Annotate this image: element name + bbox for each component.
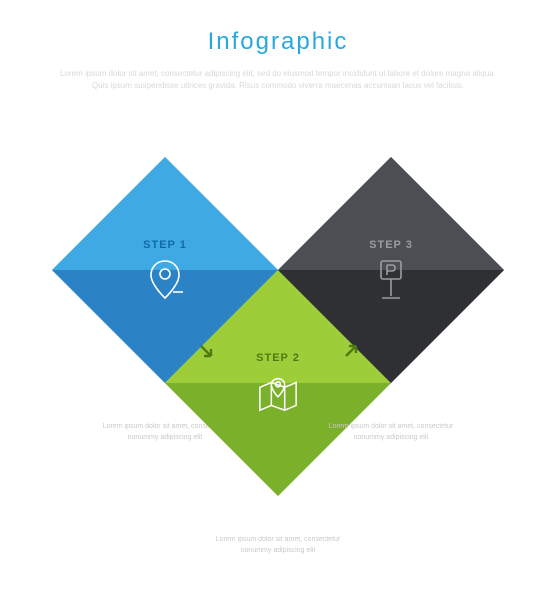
diamond-step-3: STEP 3 (278, 157, 504, 383)
step-3-label: STEP 3 (369, 239, 413, 251)
arrow-down-right-icon (195, 340, 217, 362)
step-1-label: STEP 1 (143, 239, 187, 251)
page-title: Infographic (0, 0, 556, 56)
folded-map-pin-icon (257, 372, 299, 414)
step-3-caption: Lorem ipsum dolor sit amet, consectetur … (321, 422, 461, 443)
map-pin-minus-icon (144, 259, 186, 301)
intro-text: Lorem ipsum dolor sit amet, consectetur … (0, 56, 556, 92)
step-2-label: STEP 2 (256, 352, 300, 364)
step-2-caption: Lorem ipsum dolor sit amet, consectetur … (208, 535, 348, 556)
arrow-up-right-icon (340, 340, 362, 362)
infographic-stage: STEP 1 Lorem ipsum dolor sit amet, conse… (0, 150, 556, 570)
parking-sign-icon (370, 259, 412, 301)
